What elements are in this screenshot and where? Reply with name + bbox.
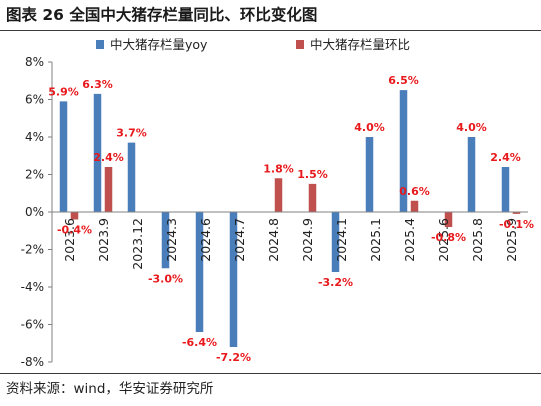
data-label: -0.8% [431,231,466,244]
data-label: 6.5% [388,74,419,87]
x-tick-label: 2025.6 [436,218,451,262]
x-tick-label: 2024.9 [300,218,315,262]
x-tick-label: 2023.9 [96,218,111,262]
bar-mom [410,200,419,212]
bar-yoy [161,212,170,269]
data-label: 0.6% [399,185,430,198]
bar-yoy [127,142,136,212]
bar-mom [512,212,521,214]
y-tick-label: 6% [25,93,44,107]
data-label: 2.4% [490,151,521,164]
x-tick-label: 2025.1 [368,218,383,262]
x-tick-label: 2024.7 [232,218,247,262]
bar-mom [444,212,453,227]
data-label: 1.5% [297,168,328,181]
data-label: 4.0% [354,121,385,134]
data-label: 5.9% [48,85,79,98]
y-tick-label: 2% [25,168,44,182]
bar-yoy [365,137,374,212]
x-tick-label: 2023.12 [130,218,145,270]
x-tick-label: 2024.8 [266,218,281,262]
data-label: -7.2% [216,351,251,364]
bar-mom [70,212,79,220]
x-tick-label: 2025.9 [504,218,519,262]
title-divider [0,30,541,31]
bar-yoy [195,212,204,332]
bar-yoy [399,90,408,212]
x-tick-label: 2023.6 [62,218,77,262]
source-divider [0,373,541,374]
y-tick-label: 8% [25,55,44,69]
bar-mom [308,183,317,212]
y-tick-label: -2% [21,243,44,257]
bar-yoy [501,167,510,212]
data-label: -6.4% [182,336,217,349]
bar-yoy [59,101,68,212]
x-tick-label: 2024.6 [198,218,213,262]
figure-title: 图表 26 全国中大猪存栏量同比、环比变化图 [6,6,318,24]
data-label: 1.8% [263,162,294,175]
data-label: 6.3% [82,78,113,91]
x-tick-label: 2025.8 [470,218,485,262]
y-tick-label: -6% [21,318,44,332]
y-tick-label: -8% [21,355,44,369]
bar-mom [274,178,283,212]
legend-swatch [96,40,104,49]
bar-yoy [467,137,476,212]
x-tick-label: 2025.4 [402,218,417,262]
y-tick-label: 4% [25,130,44,144]
data-label: -3.0% [148,272,183,285]
data-label: 3.7% [116,127,147,140]
x-tick-label: 2024.3 [164,218,179,262]
data-label: -0.1% [499,218,534,231]
bar-yoy [331,212,340,272]
bar-mom [104,167,113,212]
legend-swatch [296,40,304,49]
bar-yoy [93,93,102,212]
x-tick-label: 2024.1 [334,218,349,262]
bar-yoy [229,212,238,347]
chart: -8% -6% -4% -2% 0% 2% 4% 6% 8% 2023.6 2023.9 2023.1… [21,37,534,369]
legend-label: 中大猪存栏量环比 [310,37,410,52]
data-label: 4.0% [456,121,487,134]
legend-label: 中大猪存栏量yoy [110,37,208,52]
source-note: 资料来源：wind，华安证券研究所 [6,381,214,397]
data-label: -0.4% [57,224,92,237]
data-label: -3.2% [318,276,353,289]
data-label: 2.4% [93,151,124,164]
y-tick-label: -4% [21,280,44,294]
y-tick-label: 0% [25,205,44,219]
